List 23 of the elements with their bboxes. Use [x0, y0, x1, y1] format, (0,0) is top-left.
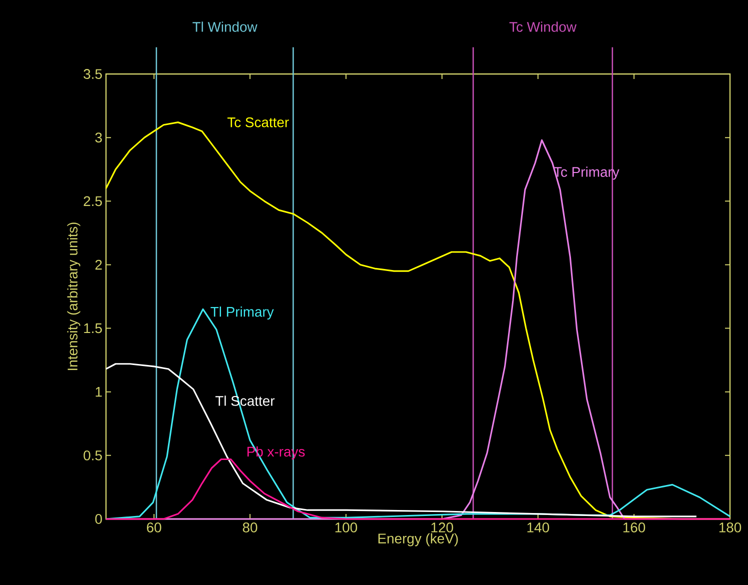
y-tick-label: 2.5 [84, 196, 102, 206]
ref-line-label: Tl Window [192, 22, 258, 32]
x-tick-label: 120 [431, 522, 454, 532]
y-tick-label: 2 [95, 260, 102, 270]
y-tick-label: 0 [95, 514, 102, 524]
y-tick-label: 1 [96, 387, 102, 397]
y-tick-label: 3 [95, 132, 102, 143]
x-tick-label: 60 [146, 522, 162, 532]
line-series [105, 458, 731, 520]
x-axis-title: Energy (keV) [378, 533, 458, 546]
x-tick-label: 80 [242, 522, 258, 532]
ref-line-label: Tc Window [509, 22, 577, 32]
line-series [105, 363, 698, 518]
y-tick-label: 0.5 [84, 450, 102, 460]
series-label: Tl Primary [210, 306, 274, 320]
x-tick-label: 140 [527, 522, 550, 532]
x-tick-label: 100 [335, 522, 358, 532]
x-tick-label: 180 [719, 522, 742, 532]
y-axis-title: Intensity (arbitrary units) [67, 222, 80, 370]
x-tick-label: 160 [623, 522, 646, 532]
y-tick-label: 1.5 [84, 323, 102, 334]
y-tick-label: 3.5 [84, 69, 102, 79]
series-label: Tc Scatter [227, 117, 289, 128]
